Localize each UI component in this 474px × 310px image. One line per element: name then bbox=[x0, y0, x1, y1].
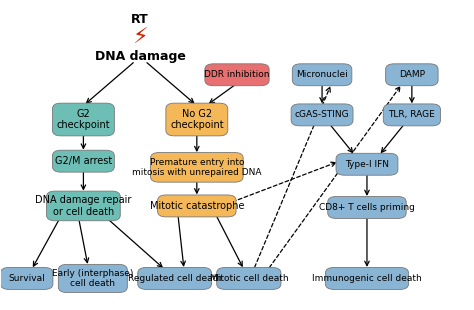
FancyBboxPatch shape bbox=[217, 268, 281, 290]
Text: G2
checkpoint: G2 checkpoint bbox=[56, 109, 110, 130]
Text: TLR, RAGE: TLR, RAGE bbox=[389, 110, 435, 119]
Text: Micronuclei: Micronuclei bbox=[296, 70, 348, 79]
FancyBboxPatch shape bbox=[291, 104, 353, 126]
FancyBboxPatch shape bbox=[205, 64, 269, 86]
Text: DNA damage: DNA damage bbox=[95, 50, 185, 63]
Text: DAMP: DAMP bbox=[399, 70, 425, 79]
Text: Survival: Survival bbox=[9, 274, 45, 283]
Text: G2/M arrest: G2/M arrest bbox=[55, 156, 112, 166]
Text: DNA damage repair
or cell death: DNA damage repair or cell death bbox=[35, 195, 132, 217]
Text: Early (interphase)
cell death: Early (interphase) cell death bbox=[52, 269, 134, 288]
FancyBboxPatch shape bbox=[325, 268, 409, 290]
FancyBboxPatch shape bbox=[58, 264, 128, 293]
FancyBboxPatch shape bbox=[53, 103, 114, 136]
FancyBboxPatch shape bbox=[386, 64, 438, 86]
Text: Regulated cell death: Regulated cell death bbox=[128, 274, 222, 283]
Text: No G2
checkpoint: No G2 checkpoint bbox=[170, 109, 224, 130]
FancyBboxPatch shape bbox=[151, 153, 243, 182]
FancyBboxPatch shape bbox=[157, 195, 236, 217]
FancyBboxPatch shape bbox=[383, 104, 440, 126]
Text: Type-I IFN: Type-I IFN bbox=[345, 160, 389, 169]
Text: CD8+ T cells priming: CD8+ T cells priming bbox=[319, 203, 415, 212]
FancyBboxPatch shape bbox=[46, 191, 120, 221]
Text: Mitotic catastrophe: Mitotic catastrophe bbox=[150, 201, 244, 211]
FancyBboxPatch shape bbox=[166, 103, 228, 136]
Text: Premature entry into
mitosis with unrepaired DNA: Premature entry into mitosis with unrepa… bbox=[132, 158, 262, 177]
FancyBboxPatch shape bbox=[328, 197, 406, 219]
FancyBboxPatch shape bbox=[53, 150, 114, 172]
Text: DDR inhibition: DDR inhibition bbox=[204, 70, 270, 79]
Text: RT: RT bbox=[131, 13, 149, 26]
FancyBboxPatch shape bbox=[138, 268, 211, 290]
Text: Mitotic cell death: Mitotic cell death bbox=[210, 274, 288, 283]
FancyBboxPatch shape bbox=[336, 153, 398, 175]
Text: cGAS-STING: cGAS-STING bbox=[295, 110, 349, 119]
Text: ⚡: ⚡ bbox=[132, 28, 148, 48]
FancyBboxPatch shape bbox=[0, 268, 53, 290]
Text: Immunogenic cell death: Immunogenic cell death bbox=[312, 274, 422, 283]
FancyBboxPatch shape bbox=[292, 64, 352, 86]
